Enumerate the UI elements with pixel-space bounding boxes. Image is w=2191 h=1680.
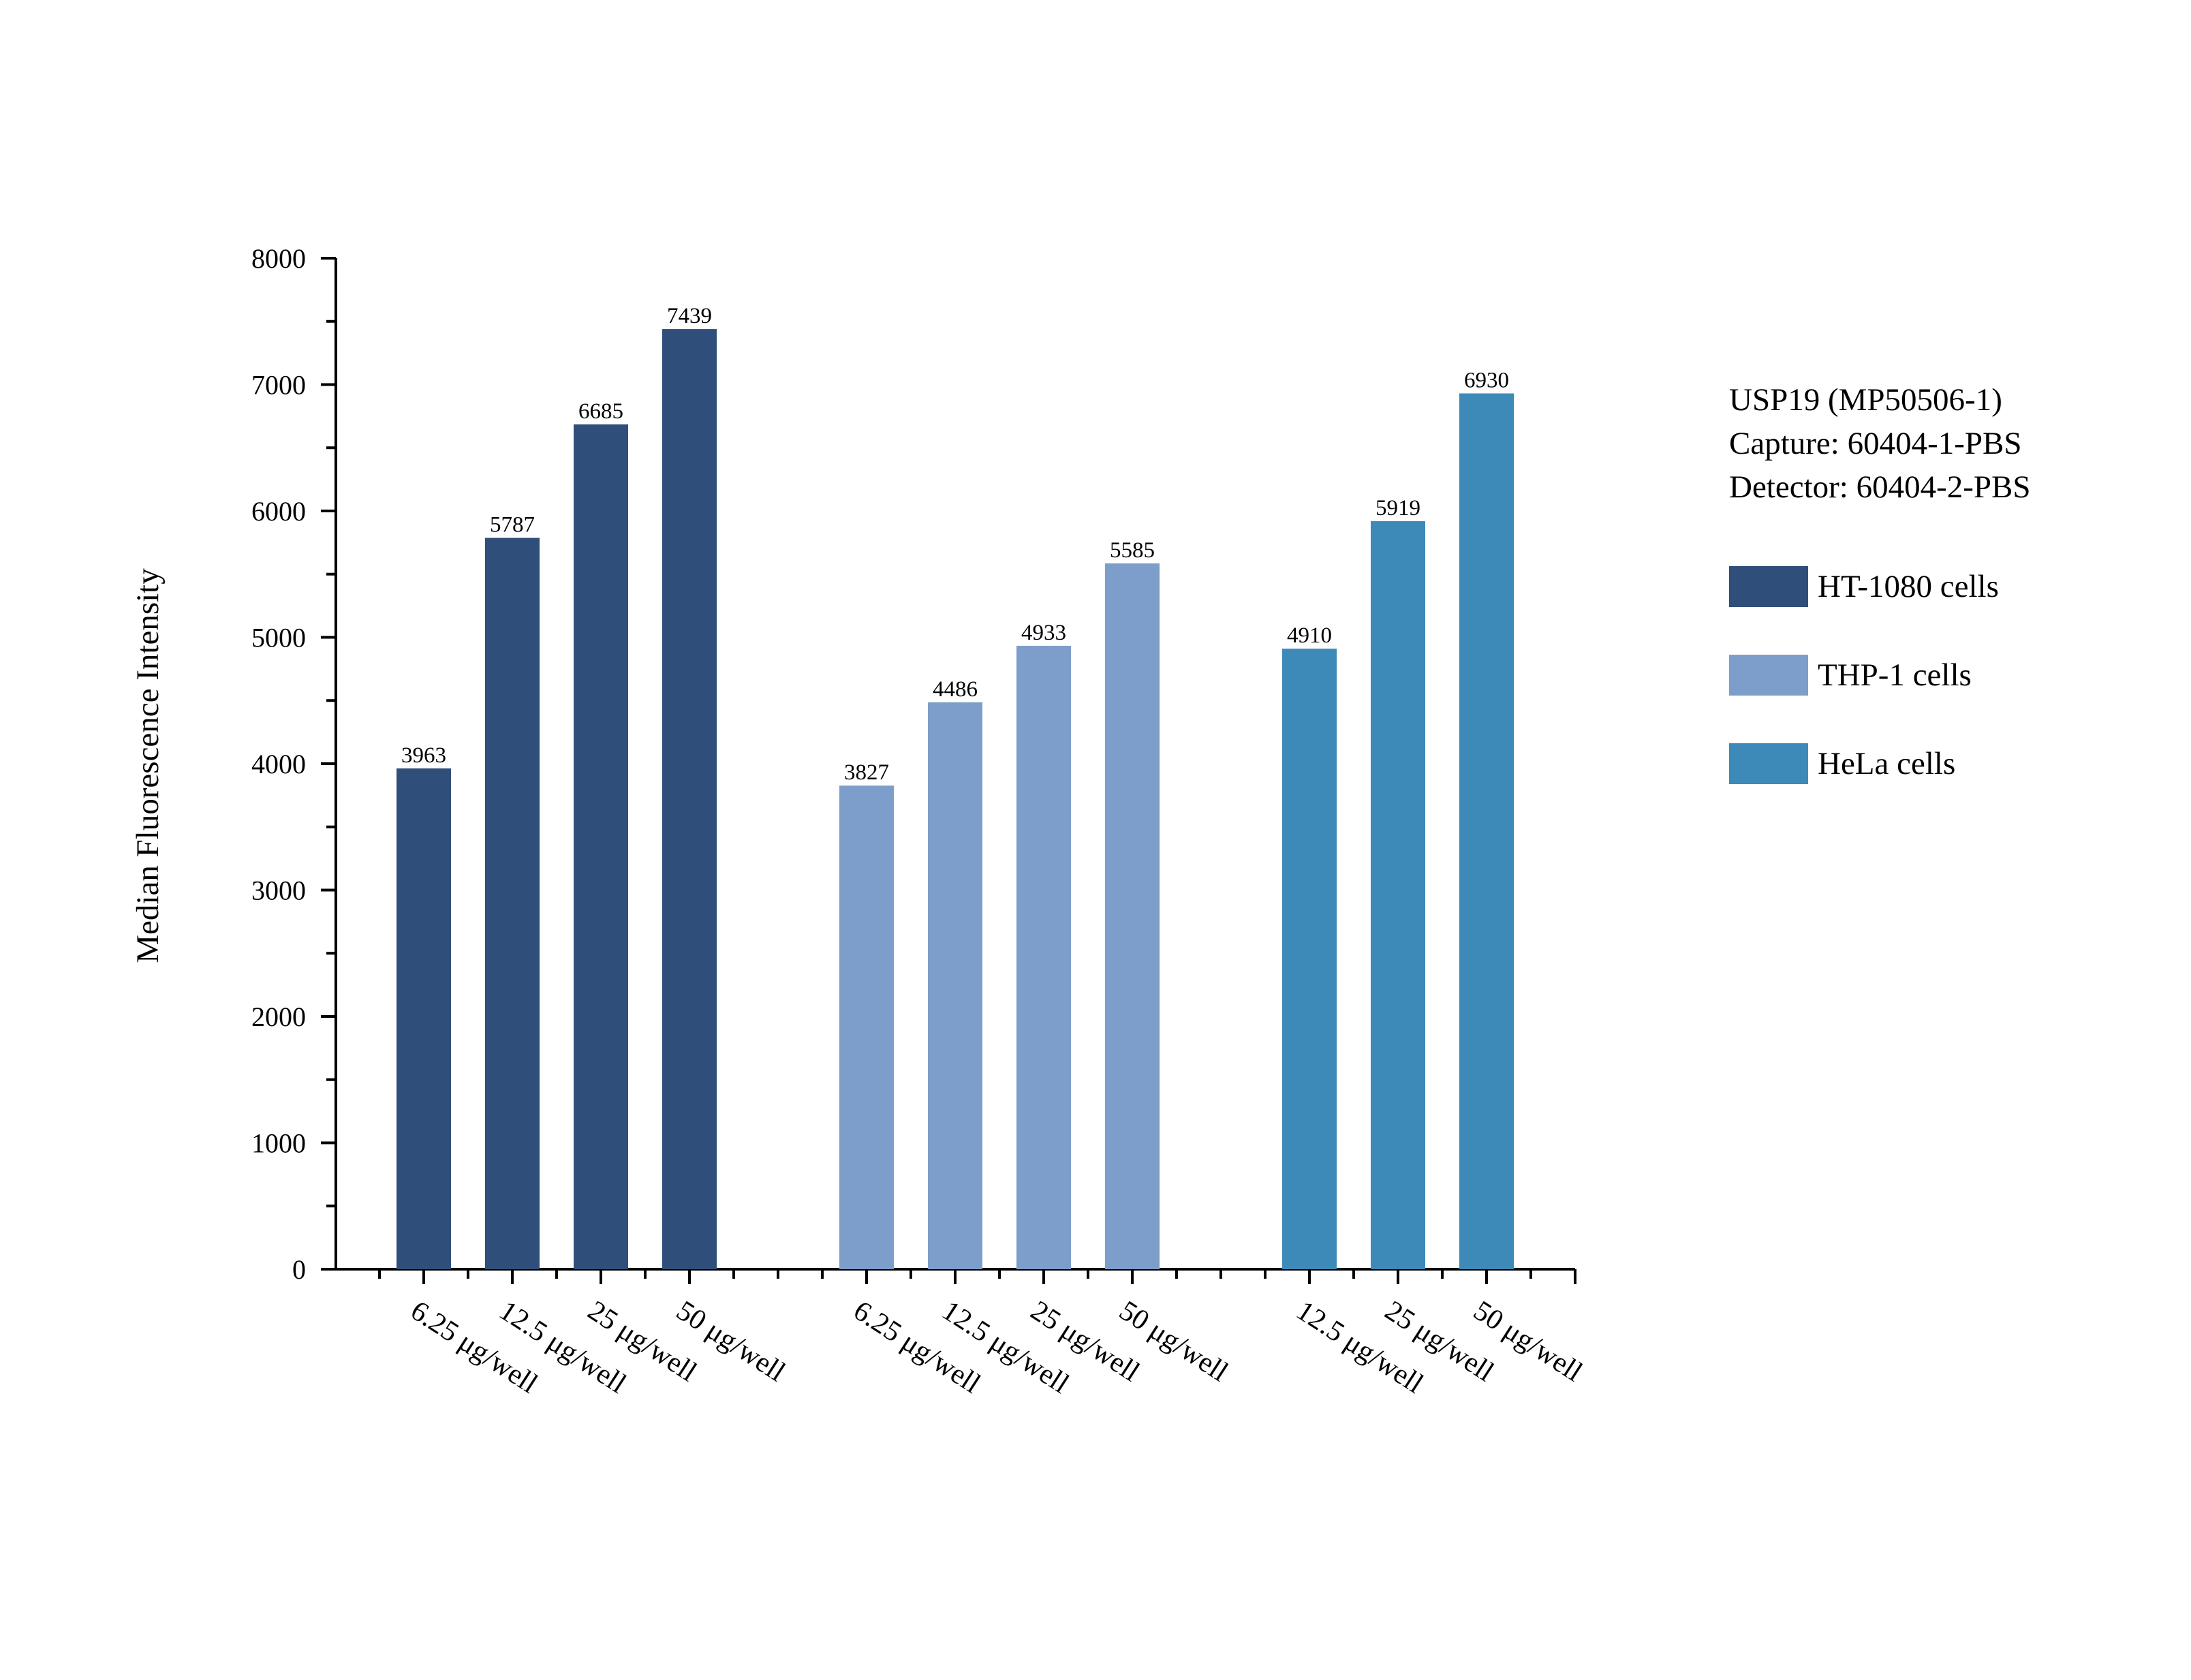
legend-swatch-ht-1080 — [1729, 566, 1808, 607]
legend-label-hela: HeLa cells — [1818, 746, 1956, 781]
y-tick-label: 8000 — [251, 243, 306, 274]
y-tick-label: 4000 — [251, 749, 306, 779]
y-tick-label: 0 — [292, 1254, 306, 1285]
bar-value-label: 5919 — [1376, 496, 1420, 520]
bar-value-label: 7439 — [667, 304, 712, 328]
y-tick-label: 6000 — [251, 496, 306, 527]
bar-value-label: 6930 — [1464, 368, 1509, 392]
y-tick-label: 5000 — [251, 623, 306, 653]
bar — [574, 424, 628, 1269]
legend-swatch-hela — [1729, 743, 1808, 784]
bar — [1105, 563, 1160, 1270]
bar — [1282, 649, 1337, 1269]
y-axis-label: Median Fluorescence Intensity — [130, 568, 166, 963]
bar-value-label: 4910 — [1287, 623, 1332, 648]
bar — [839, 785, 894, 1269]
bar — [1459, 393, 1514, 1269]
y-tick-label: 2000 — [251, 1001, 306, 1032]
legend-item-thp-1: THP-1 cells — [1729, 655, 2165, 696]
legend-item-ht-1080: HT-1080 cells — [1729, 566, 2165, 607]
bar-value-label: 4486 — [933, 677, 978, 702]
bar — [397, 768, 451, 1269]
bars-layer — [397, 329, 1514, 1270]
legend-items: HT-1080 cells THP-1 cells HeLa cells — [1729, 566, 2165, 784]
chart-title: USP19 (MP50506-1) — [1729, 382, 2002, 418]
bar-value-label: 6685 — [578, 399, 623, 424]
y-tick-label: 3000 — [251, 875, 306, 906]
y-tick-label: 1000 — [251, 1128, 306, 1159]
capture-subtitle: Capture: 60404-1-PBS — [1729, 426, 2022, 461]
axes-layer: 0 1000 2000 3000 4000 5000 6000 7000 8000 — [251, 243, 1576, 1285]
legend-label-thp-1: THP-1 cells — [1818, 657, 1972, 693]
bar — [662, 329, 717, 1270]
detector-subtitle: Detector: 60404-2-PBS — [1729, 469, 2031, 505]
legend-item-hela: HeLa cells — [1729, 743, 2165, 784]
bar — [928, 702, 982, 1269]
bar-value-label: 4933 — [1021, 621, 1066, 645]
bar — [1016, 645, 1071, 1269]
bar — [485, 538, 540, 1269]
bar-value-label: 5787 — [490, 513, 535, 538]
legend-label-ht-1080: HT-1080 cells — [1818, 569, 1999, 604]
legend: USP19 (MP50506-1) Capture: 60404-1-PBS D… — [1729, 378, 2165, 832]
legend-swatch-thp-1 — [1729, 655, 1808, 696]
y-tick-label: 7000 — [251, 370, 306, 401]
bar-value-label: 3827 — [844, 760, 889, 785]
bar — [1371, 521, 1425, 1269]
bar-value-label: 5585 — [1110, 538, 1155, 563]
bar-value-label: 3963 — [401, 743, 446, 768]
